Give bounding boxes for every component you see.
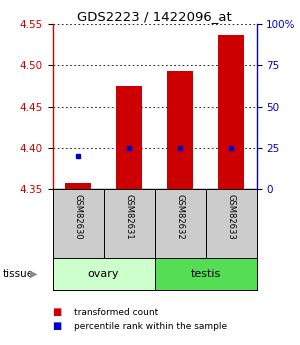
Text: tissue: tissue	[3, 269, 34, 279]
Bar	[52, 258, 154, 290]
Text: percentile rank within the sample: percentile rank within the sample	[74, 322, 226, 331]
Text: ▶: ▶	[30, 269, 38, 279]
Text: GSM82630: GSM82630	[74, 194, 82, 240]
Text: testis: testis	[190, 269, 220, 279]
Text: GSM82631: GSM82631	[124, 194, 134, 240]
Text: GSM82633: GSM82633	[226, 194, 236, 240]
Bar	[65, 183, 91, 189]
Text: ovary: ovary	[88, 269, 119, 279]
Title: GDS2223 / 1422096_at: GDS2223 / 1422096_at	[77, 10, 232, 23]
Bar	[218, 35, 244, 189]
Bar	[154, 258, 256, 290]
Text: ■: ■	[52, 307, 62, 317]
Bar	[167, 71, 193, 189]
Bar	[116, 86, 142, 189]
Text: GSM82632: GSM82632	[176, 194, 184, 240]
Text: ■: ■	[52, 321, 62, 331]
Text: transformed count: transformed count	[74, 308, 158, 317]
